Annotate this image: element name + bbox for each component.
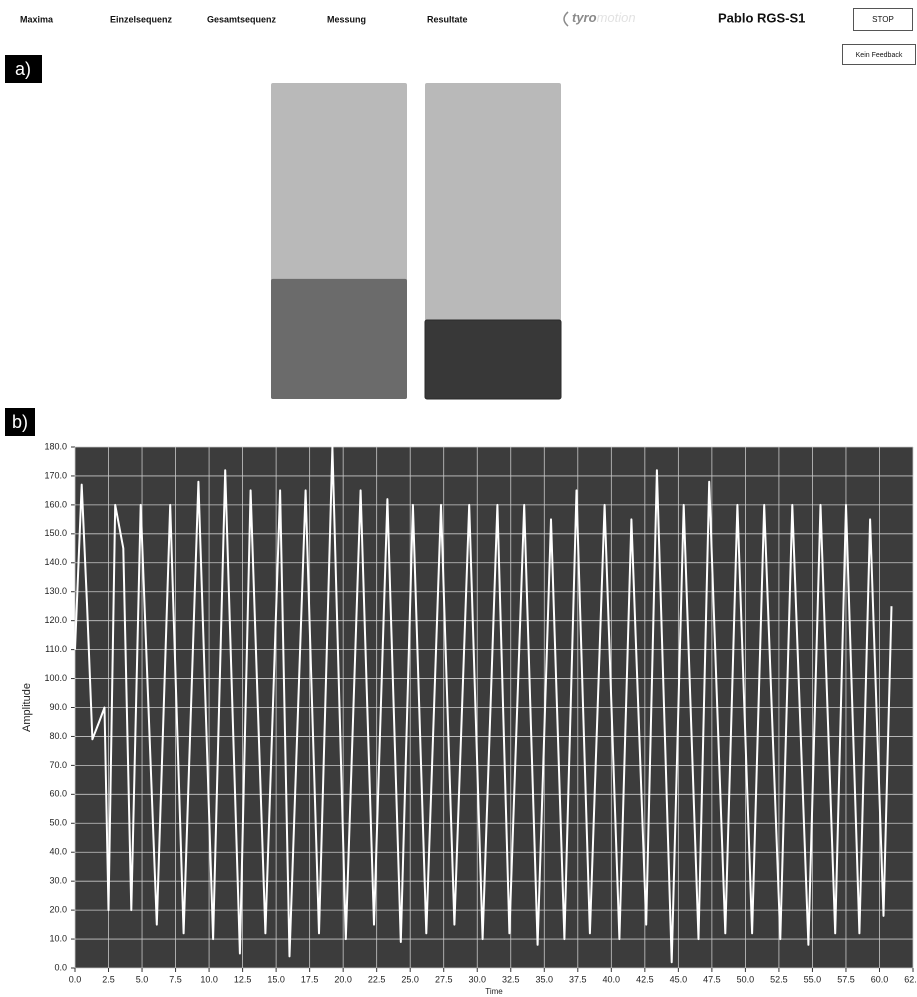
gauge-fill: [424, 319, 562, 400]
y-tick-label: 170.0: [44, 470, 67, 480]
x-tick-label: 47.5: [703, 974, 721, 984]
y-tick-label: 120.0: [44, 615, 67, 625]
x-tick-label: 57.5: [837, 974, 855, 984]
x-tick-label: 12.5: [234, 974, 252, 984]
y-tick-label: 0.0: [54, 962, 67, 972]
y-tick-label: 10.0: [49, 933, 67, 943]
x-tick-label: 10.0: [200, 974, 218, 984]
y-tick-label: 50.0: [49, 818, 67, 828]
nav-item[interactable]: Einzelsequenz: [110, 14, 173, 24]
brand-swoosh: [563, 11, 569, 27]
x-axis-label: Time: [485, 987, 503, 996]
x-tick-label: 30.0: [468, 974, 486, 984]
x-tick-label: 42.5: [636, 974, 654, 984]
y-tick-label: 70.0: [49, 760, 67, 770]
x-tick-label: 32.5: [502, 974, 520, 984]
x-tick-label: 2.5: [102, 974, 115, 984]
feedback-button[interactable]: [842, 44, 916, 65]
nav-item[interactable]: Maxima: [20, 14, 54, 24]
y-tick-label: 110.0: [45, 644, 67, 654]
panel-label-box: [5, 408, 35, 436]
y-tick-label: 60.0: [49, 789, 67, 799]
brand-faint: motion: [597, 10, 636, 25]
y-axis-label: Amplitude: [21, 683, 33, 732]
y-tick-label: 160.0: [44, 499, 67, 509]
x-tick-label: 50.0: [737, 974, 755, 984]
x-tick-label: 15.0: [267, 974, 285, 984]
x-tick-label: 35.0: [536, 974, 554, 984]
x-tick-label: 27.5: [435, 974, 453, 984]
x-tick-label: 5.0: [136, 974, 149, 984]
x-tick-label: 55.0: [804, 974, 822, 984]
stop-button-label[interactable]: STOP: [872, 15, 894, 24]
y-tick-label: 150.0: [44, 528, 67, 538]
x-tick-label: 45.0: [670, 974, 688, 984]
x-tick-label: 25.0: [401, 974, 419, 984]
x-tick-label: 52.5: [770, 974, 788, 984]
panel-label-box: [5, 55, 42, 83]
brand-logo: tyromotion: [572, 10, 636, 25]
x-tick-label: 20.0: [334, 974, 352, 984]
x-tick-label: 60.0: [871, 974, 889, 984]
chart: 0.0 10.0 20.0 30.0 40.0 50.0 60.0 70.0 80.0 90.0 1…: [21, 441, 917, 996]
nav-item[interactable]: Messung: [327, 14, 366, 24]
stop-button[interactable]: [853, 8, 913, 31]
signal-line: [74, 446, 893, 964]
device-name: Pablo RGS-S1: [718, 10, 805, 25]
panel-label: a): [15, 59, 31, 79]
nav-item[interactable]: Gesamtsequenz: [207, 14, 277, 24]
y-tick-label: 20.0: [49, 904, 67, 914]
y-tick-label: 30.0: [49, 876, 67, 886]
x-tick-label: 62.5: [904, 974, 917, 984]
y-tick-label: 140.0: [44, 557, 67, 567]
x-tick-label: 0.0: [69, 974, 82, 984]
y-tick-label: 180.0: [44, 441, 67, 451]
y-tick-label: 80.0: [49, 731, 67, 741]
gauge-fill: [271, 278, 407, 399]
feedback-button-label[interactable]: Kein Feedback: [856, 52, 903, 59]
y-tick-label: 100.0: [44, 673, 67, 683]
y-tick-label: 90.0: [49, 702, 67, 712]
x-tick-label: 7.5: [169, 974, 182, 984]
nav-item[interactable]: Resultate: [427, 14, 468, 24]
brand-bold: tyro: [572, 10, 597, 25]
x-tick-label: 40.0: [603, 974, 621, 984]
x-tick-label: 22.5: [368, 974, 386, 984]
gauges: [271, 83, 562, 400]
panel-label: b): [12, 412, 28, 432]
x-tick-label: 37.5: [569, 974, 587, 984]
y-tick-label: 130.0: [44, 586, 67, 596]
x-tick-label: 17.5: [301, 974, 319, 984]
y-tick-label: 40.0: [49, 847, 67, 857]
